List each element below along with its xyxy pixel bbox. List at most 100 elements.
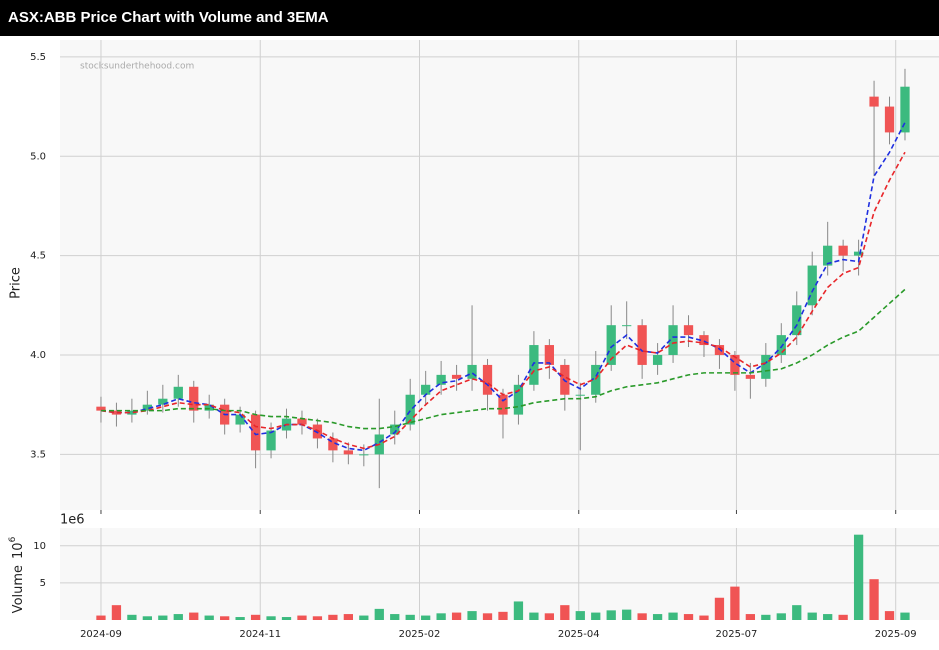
title-bar xyxy=(0,0,939,36)
volume-bar xyxy=(622,609,632,620)
volume-bar xyxy=(328,614,338,620)
volume-bar xyxy=(390,614,400,620)
volume-bar xyxy=(838,614,848,620)
volume-bar xyxy=(359,615,369,620)
volume-bar xyxy=(606,610,616,620)
candle-body xyxy=(390,424,400,435)
volume-bar xyxy=(761,614,771,620)
offset-text: 1e6 xyxy=(60,513,85,528)
candle-body xyxy=(575,394,585,396)
volume-bar xyxy=(343,614,353,620)
y-tick-label: 5 xyxy=(40,578,46,589)
volume-bar xyxy=(869,579,879,620)
candle-body xyxy=(451,374,462,379)
volume-bar xyxy=(297,615,307,620)
candle-body xyxy=(668,325,678,355)
watermark: stocksunderthehood.com xyxy=(80,62,194,72)
x-tick-label: 2025-07 xyxy=(716,629,758,640)
candle-body xyxy=(436,374,446,385)
candle-body xyxy=(652,354,663,365)
x-tick-label: 2024-09 xyxy=(80,629,122,640)
candle-body xyxy=(250,414,261,451)
candle-body xyxy=(637,325,647,365)
candle-body xyxy=(405,394,415,425)
price-panel xyxy=(60,40,939,510)
candle-body xyxy=(266,430,276,451)
candle-body xyxy=(761,354,771,379)
candle-body xyxy=(900,86,910,133)
volume-bar xyxy=(127,614,137,620)
volume-bar xyxy=(792,605,802,620)
candle-body xyxy=(869,96,879,107)
volume-bar xyxy=(513,601,524,620)
volume-bar xyxy=(111,605,122,620)
candle-body xyxy=(529,345,539,385)
candle-body xyxy=(482,364,493,395)
y-tick-label: 3.5 xyxy=(30,449,46,460)
candle-body xyxy=(544,345,555,365)
candle-body xyxy=(328,438,338,451)
volume-bar xyxy=(652,614,663,620)
volume-bar xyxy=(467,611,477,620)
volume-bar xyxy=(683,614,694,620)
x-tick-label: 2025-09 xyxy=(875,629,917,640)
volume-bar xyxy=(436,613,446,620)
candle-body xyxy=(606,325,616,365)
volume-bar xyxy=(745,614,756,620)
volume-bar xyxy=(96,615,106,620)
candle-body xyxy=(823,245,833,266)
volume-bar xyxy=(421,615,431,620)
volume-bar xyxy=(668,612,678,620)
candle-body xyxy=(776,335,786,355)
volume-label-base: 10 xyxy=(11,542,26,559)
y-tick-label: 5.0 xyxy=(30,151,46,162)
volume-panel xyxy=(60,528,939,620)
candle-body xyxy=(884,106,895,133)
candle-body xyxy=(204,404,214,411)
volume-bar xyxy=(853,534,864,620)
volume-label-text: Volume xyxy=(11,565,26,613)
candle-body xyxy=(683,325,694,336)
volume-bar xyxy=(173,614,183,620)
candle-body xyxy=(173,386,183,399)
volume-bar xyxy=(823,614,833,620)
ema-line xyxy=(100,122,906,452)
x-tick-label: 2025-04 xyxy=(558,629,600,640)
volume-bar xyxy=(235,617,245,620)
candle-body xyxy=(498,394,508,415)
candle-body xyxy=(622,325,632,327)
volume-bar xyxy=(637,613,647,620)
y-axis-label: Price xyxy=(9,267,24,299)
volume-bar xyxy=(250,614,261,620)
x-tick-label: 2025-02 xyxy=(399,629,441,640)
volume-bar xyxy=(575,611,585,620)
volume-bar xyxy=(158,615,168,620)
candle-body xyxy=(792,305,802,336)
volume-bar xyxy=(900,612,910,620)
volume-bar xyxy=(884,611,895,620)
volume-bar xyxy=(498,611,508,620)
y-tick-label: 4.0 xyxy=(30,350,46,361)
volume-bar xyxy=(142,616,152,620)
volume-bar xyxy=(189,612,199,620)
y-tick-label: 10 xyxy=(33,541,46,552)
candle-body xyxy=(745,374,756,379)
candle-body xyxy=(513,384,524,415)
volume-bar xyxy=(281,617,292,620)
volume-bar xyxy=(776,613,786,620)
chart-title: ASX:ABB Price Chart with Volume and 3EMA xyxy=(8,9,329,26)
volume-bar xyxy=(220,616,230,620)
ema-line xyxy=(100,151,906,450)
volume-bar xyxy=(405,614,415,620)
candle-body xyxy=(235,414,245,425)
candle-body xyxy=(312,424,323,439)
candle-body xyxy=(142,404,152,411)
candle-body xyxy=(189,386,199,411)
candle-body xyxy=(467,364,477,379)
volume-bar xyxy=(807,612,817,620)
candle-body xyxy=(730,354,740,375)
volume-bar xyxy=(529,612,539,620)
y-tick-label: 4.5 xyxy=(30,251,46,262)
